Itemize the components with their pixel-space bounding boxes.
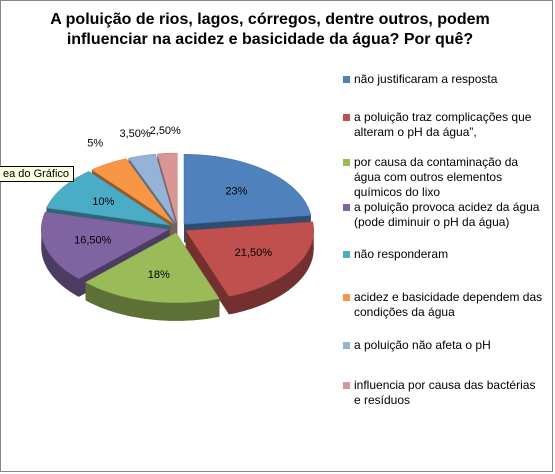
legend-swatch: [343, 204, 350, 211]
legend-swatch: [343, 342, 350, 349]
chart-title: A poluição de rios, lagos, córregos, den…: [50, 11, 490, 48]
legend-entry: por causa da contaminação da água com ou…: [343, 155, 544, 200]
legend-entry: acidez e basicidade dependem das condiçõ…: [343, 290, 544, 320]
legend-label: a poluição traz complicações que alteram…: [354, 110, 532, 139]
legend-entry: não justificaram a resposta: [343, 72, 544, 87]
legend-label: por causa da contaminação da água com ou…: [354, 155, 519, 199]
data-label: 21,50%: [235, 247, 273, 259]
legend-entry: não responderam: [343, 247, 544, 262]
legend-label: acidez e basicidade dependem das condiçõ…: [354, 290, 543, 319]
slice-side: [229, 230, 314, 315]
legend-swatch: [343, 114, 350, 121]
legend-label: não responderam: [354, 247, 449, 261]
slice: [128, 153, 176, 224]
data-label: 16,50%: [74, 235, 112, 247]
data-label: 23%: [225, 186, 247, 198]
legend-entry: a poluição traz complicações que alteram…: [343, 110, 544, 140]
legend-label: a poluição não afeta o pH: [354, 338, 491, 352]
slice: [91, 158, 174, 224]
slice: [41, 211, 171, 280]
legend-entry: influencia por causa das bactérias e res…: [343, 378, 544, 408]
legend-label: influencia por causa das bactérias e res…: [354, 378, 536, 407]
slice: [84, 232, 220, 304]
data-label: 5%: [87, 137, 103, 149]
legend-swatch: [343, 76, 350, 83]
slice: [185, 221, 314, 297]
slice-side: [41, 229, 79, 297]
legend-swatch: [343, 382, 350, 389]
data-label: 18%: [148, 269, 170, 281]
slice: [183, 154, 312, 225]
data-label: 2,50%: [150, 125, 181, 137]
legend-entry: a poluição provoca acidez da água (pode …: [343, 200, 544, 230]
data-label: 3,50%: [119, 128, 150, 140]
legend-swatch: [343, 294, 350, 301]
legend-label: não justificaram a resposta: [354, 72, 498, 86]
legend-label: a poluição provoca acidez da água (pode …: [354, 200, 540, 229]
legend-entry: a poluição não afeta o pH: [343, 338, 544, 353]
data-label: 10%: [92, 196, 114, 208]
slice-side: [185, 230, 229, 315]
tooltip: ea do Gráfico: [0, 166, 75, 182]
legend-swatch: [343, 159, 350, 166]
slice: [156, 152, 178, 224]
slice: [46, 171, 171, 226]
legend-swatch: [343, 251, 350, 258]
slice-side: [85, 282, 220, 321]
